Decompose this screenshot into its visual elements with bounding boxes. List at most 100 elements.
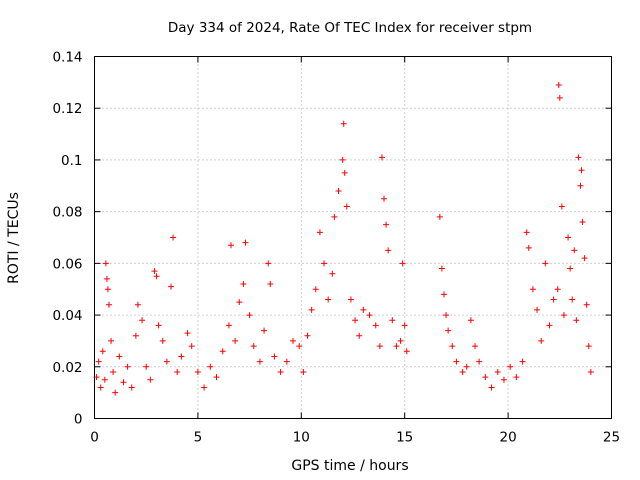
data-point — [565, 234, 572, 241]
x-axis-label: GPS time / hours — [291, 458, 408, 474]
data-point — [207, 363, 214, 370]
data-point — [304, 332, 311, 339]
data-point — [555, 81, 562, 88]
data-point — [116, 353, 123, 360]
data-point — [383, 221, 390, 228]
data-point — [340, 120, 347, 127]
data-point — [575, 154, 582, 161]
data-point — [459, 368, 466, 375]
data-point — [236, 299, 243, 306]
x-tick-label: 20 — [500, 430, 517, 446]
y-tick-label: 0.04 — [52, 308, 82, 324]
data-point — [529, 286, 536, 293]
data-point — [174, 368, 181, 375]
y-tick-label: 0.1 — [61, 153, 82, 169]
data-point — [184, 330, 191, 337]
data-point — [366, 312, 373, 319]
data-point — [283, 358, 290, 365]
data-point — [445, 327, 452, 334]
data-point — [124, 363, 131, 370]
data-point — [401, 322, 408, 329]
data-point — [507, 363, 514, 370]
data-point — [577, 182, 584, 189]
data-point — [331, 213, 338, 220]
data-point — [467, 317, 474, 324]
tick-layer: 0 5 10 15 20 25 0 0.02 0.04 0.06 0.08 0.1 0.12 0.14 — [52, 50, 620, 446]
data-point — [482, 374, 489, 381]
y-tick-label: 0.02 — [52, 360, 82, 376]
data-point — [159, 337, 166, 344]
data-point — [102, 260, 109, 267]
data-point — [472, 343, 479, 350]
y-tick-label: 0.06 — [52, 256, 82, 272]
data-point — [178, 353, 185, 360]
data-point — [240, 281, 247, 288]
x-tick-label: 0 — [90, 430, 99, 446]
data-point — [453, 358, 460, 365]
data-point — [95, 358, 102, 365]
data-point — [99, 348, 106, 355]
chart-title: Day 334 of 2024, Rate Of TEC Index for r… — [168, 20, 532, 36]
data-point — [93, 374, 100, 381]
data-point — [578, 167, 585, 174]
data-point — [341, 169, 348, 176]
data-point — [360, 306, 367, 313]
data-point — [168, 283, 175, 290]
data-point — [347, 296, 354, 303]
y-tick-label: 0.14 — [52, 50, 82, 66]
data-point — [393, 343, 400, 350]
data-point — [267, 281, 274, 288]
data-point — [170, 234, 177, 241]
data-point — [201, 384, 208, 391]
data-point — [569, 296, 576, 303]
data-point — [242, 239, 249, 246]
data-point — [271, 353, 278, 360]
data-point — [352, 317, 359, 324]
data-point — [546, 322, 553, 329]
data-point — [403, 348, 410, 355]
data-point — [128, 384, 135, 391]
data-point — [488, 384, 495, 391]
data-point — [316, 229, 323, 236]
data-point — [339, 156, 346, 163]
data-point — [227, 242, 234, 249]
data-point — [567, 265, 574, 272]
data-point — [265, 260, 272, 267]
data-point — [101, 376, 108, 383]
data-point — [296, 343, 303, 350]
data-point — [232, 337, 239, 344]
y-tick-label: 0.12 — [52, 101, 82, 117]
data-point — [103, 275, 110, 282]
data-point — [256, 358, 263, 365]
data-point — [343, 203, 350, 210]
data-point — [308, 306, 315, 313]
data-point — [534, 306, 541, 313]
data-point — [143, 363, 150, 370]
x-tick-label: 5 — [194, 430, 203, 446]
data-point — [104, 286, 111, 293]
data-point — [312, 286, 319, 293]
data-point — [105, 301, 112, 308]
data-point — [587, 368, 594, 375]
data-point — [132, 332, 139, 339]
data-point — [397, 337, 404, 344]
data-point — [558, 203, 565, 210]
data-point — [525, 244, 532, 251]
data-point — [321, 260, 328, 267]
data-point — [542, 260, 549, 267]
data-point — [463, 363, 470, 370]
data-point — [399, 260, 406, 267]
data-point — [97, 384, 104, 391]
data-point — [155, 322, 162, 329]
grid-layer — [94, 56, 612, 419]
data-point — [381, 195, 388, 202]
data-point — [556, 94, 563, 101]
data-point — [438, 265, 445, 272]
data-point — [376, 343, 383, 350]
x-tick-label: 15 — [396, 430, 413, 446]
data-point — [583, 301, 590, 308]
data-point — [134, 301, 141, 308]
data-point — [494, 368, 501, 375]
data-point — [476, 358, 483, 365]
